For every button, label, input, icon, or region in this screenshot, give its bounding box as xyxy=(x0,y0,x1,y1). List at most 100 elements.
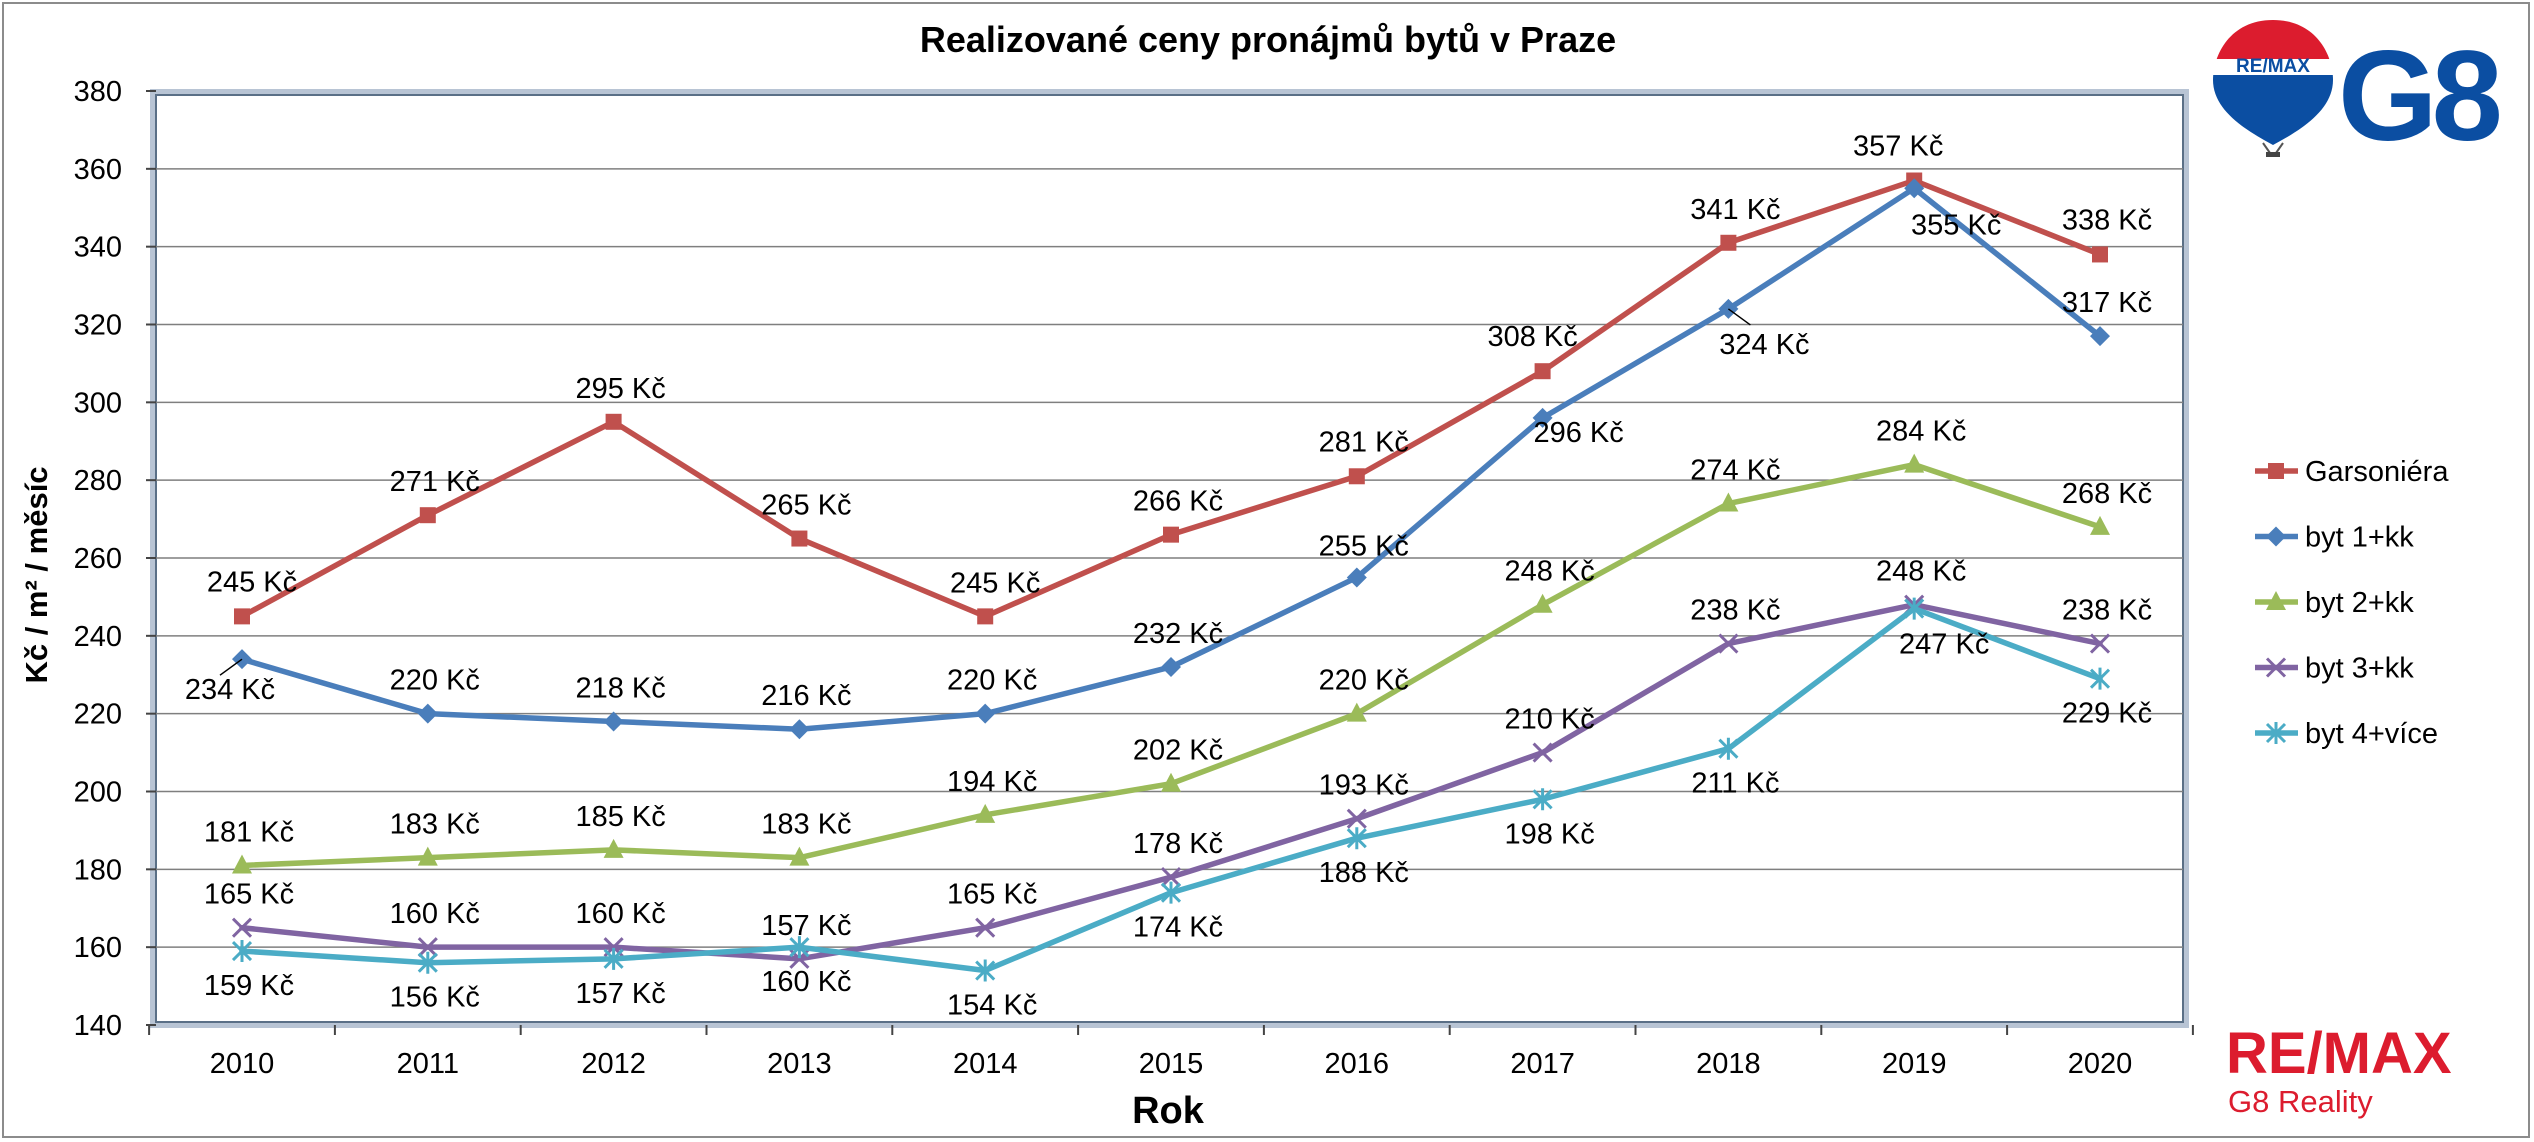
data-point xyxy=(789,846,810,866)
data-point xyxy=(789,936,810,959)
data-label: 247 Kč xyxy=(1899,629,1989,661)
data-point xyxy=(977,608,994,625)
data-label: 268 Kč xyxy=(2062,478,2152,510)
x-tick-label: 2019 xyxy=(1882,1048,1947,1080)
data-point xyxy=(417,937,438,958)
data-label: 188 Kč xyxy=(1319,857,1409,889)
data-point xyxy=(2090,326,2110,347)
legend-item: byt 3+kk xyxy=(2255,653,2414,685)
y-tick-label: 300 xyxy=(74,387,122,419)
data-label: 229 Kč xyxy=(2062,698,2152,730)
data-point xyxy=(975,803,996,823)
legend-item: byt 2+kk xyxy=(2255,587,2414,619)
data-label: 154 Kč xyxy=(947,990,1037,1022)
data-point xyxy=(2266,591,2286,610)
y-tick-label: 200 xyxy=(74,777,122,809)
data-label: 271 Kč xyxy=(390,466,480,498)
data-point xyxy=(975,703,996,724)
data-point xyxy=(789,719,810,740)
legend-item: byt 4+více xyxy=(2255,718,2438,750)
data-label: 159 Kč xyxy=(204,970,294,1002)
y-tick-label: 180 xyxy=(74,854,122,886)
data-labels: 245 Kč 271 Kč 295 Kč 265 Kč 245 Kč 266 Kč 281 … xyxy=(185,131,2152,1022)
y-axis-label: Kč / m² / měsíc xyxy=(19,466,54,683)
data-label: 355 Kč xyxy=(1911,209,2001,241)
data-point xyxy=(1534,363,1551,380)
legend-item: Garsoniéra xyxy=(2255,456,2449,488)
data-label: 218 Kč xyxy=(575,672,665,704)
footer-brand-logo: RE/MAX xyxy=(2226,1021,2452,1086)
data-label: 238 Kč xyxy=(1690,595,1780,627)
y-tick-label: 340 xyxy=(74,232,122,264)
data-label: 265 Kč xyxy=(761,490,851,522)
data-label: 324 Kč xyxy=(1719,329,1809,361)
data-point xyxy=(1904,178,1925,199)
data-point xyxy=(1904,453,1925,473)
y-tick-label: 240 xyxy=(74,621,122,653)
y-tick-label: 380 xyxy=(74,76,122,108)
data-point xyxy=(1348,468,1365,485)
x-tick-label: 2010 xyxy=(210,1048,275,1080)
x-tick-label: 2012 xyxy=(581,1048,646,1080)
data-point xyxy=(417,951,438,974)
data-point xyxy=(231,940,253,963)
x-tick-label: 2020 xyxy=(2068,1048,2133,1080)
data-point xyxy=(975,917,996,938)
legend-label: byt 3+kk xyxy=(2305,653,2414,685)
legend-label: byt 2+kk xyxy=(2305,587,2414,619)
data-label: 232 Kč xyxy=(1133,618,1223,650)
y-tick-label: 280 xyxy=(74,465,122,497)
y-tick-label: 140 xyxy=(74,1010,122,1042)
data-point xyxy=(603,711,624,732)
data-label: 238 Kč xyxy=(2062,595,2152,627)
data-label: 266 Kč xyxy=(1133,486,1223,518)
data-point xyxy=(1163,526,1179,543)
x-tick-labels: 2010 2011 2012 2013 2014 2015 2016 2017 2018 2019… xyxy=(210,1048,2133,1080)
data-point xyxy=(2268,463,2284,479)
data-label: 194 Kč xyxy=(947,766,1037,798)
data-label: 216 Kč xyxy=(761,680,851,712)
legend-label: Garsoniéra xyxy=(2305,456,2449,488)
x-axis-label: Rok xyxy=(1132,1090,1205,1132)
data-label: 198 Kč xyxy=(1504,818,1594,850)
data-point xyxy=(1346,808,1367,829)
office-logo-text: G8 xyxy=(2338,25,2500,168)
x-tick-label: 2014 xyxy=(953,1048,1018,1080)
data-point xyxy=(605,413,622,430)
data-point xyxy=(603,838,624,858)
data-point xyxy=(1346,702,1367,722)
data-point xyxy=(234,608,250,625)
data-point xyxy=(1718,492,1739,512)
data-point xyxy=(1718,633,1739,654)
x-tick-label: 2013 xyxy=(767,1048,832,1080)
data-label: 248 Kč xyxy=(1504,556,1594,588)
data-point xyxy=(1904,597,1925,620)
data-point xyxy=(417,846,438,866)
data-point xyxy=(1532,788,1553,811)
label-leader-line xyxy=(1727,308,1751,326)
data-point xyxy=(1160,867,1182,888)
data-label: 357 Kč xyxy=(1853,131,1943,163)
series-lines xyxy=(231,172,2111,982)
data-point xyxy=(2089,633,2111,654)
data-point xyxy=(1346,827,1367,850)
data-point xyxy=(1532,593,1553,613)
data-point xyxy=(2092,246,2108,263)
remax-balloon-logo: RE/MAX xyxy=(2213,20,2333,157)
data-label: 178 Kč xyxy=(1133,828,1223,860)
data-point xyxy=(2266,526,2286,547)
label-leader-line xyxy=(219,658,243,676)
data-point xyxy=(1720,234,1737,251)
data-label: 210 Kč xyxy=(1504,704,1594,736)
data-label: 211 Kč xyxy=(1691,768,1779,800)
data-label: 185 Kč xyxy=(575,801,665,833)
data-label: 274 Kč xyxy=(1690,455,1780,487)
data-point xyxy=(2265,657,2287,678)
data-label: 157 Kč xyxy=(575,978,665,1010)
data-point xyxy=(2265,722,2287,744)
data-label: 160 Kč xyxy=(390,898,480,930)
data-label: 160 Kč xyxy=(575,898,665,930)
data-label: 183 Kč xyxy=(761,809,851,841)
data-point xyxy=(2089,667,2111,690)
